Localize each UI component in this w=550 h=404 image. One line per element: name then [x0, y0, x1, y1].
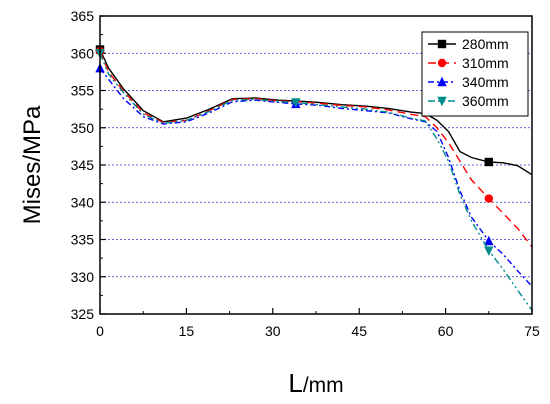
- y-axis-title: Mises/MPa: [19, 105, 46, 224]
- data-point-360mm: [291, 98, 301, 108]
- legend: 280mm 310mm 340mm 360mm: [421, 31, 529, 117]
- legend-marker: [437, 58, 447, 68]
- y-tick-label: 330: [71, 269, 95, 285]
- data-point-310mm: [484, 194, 493, 203]
- plot-frame: [99, 15, 533, 315]
- series-group: [95, 45, 533, 311]
- y-tick-label: 350: [71, 120, 95, 136]
- y-tick-label: 325: [71, 306, 95, 322]
- x-axis-title: L/mm: [288, 368, 343, 398]
- x-tick-label: 15: [179, 323, 195, 339]
- y-tick-label: 345: [71, 157, 95, 173]
- series-line-310mm: [99, 50, 533, 248]
- legend-label: 340mm: [462, 74, 509, 90]
- x-axis-title-unit: /mm: [303, 374, 344, 397]
- data-point-280mm: [484, 157, 493, 167]
- grid-lines: [100, 52, 532, 278]
- data-point-360mm: [484, 246, 494, 256]
- legend-item-340mm: 340mm: [428, 74, 509, 90]
- y-tick-label: 360: [71, 45, 95, 61]
- legend-label: 280mm: [462, 36, 509, 52]
- data-point-340mm: [484, 235, 494, 246]
- y-tick-label: 335: [71, 232, 95, 248]
- x-axis-ticks: 0 15 30 45 60 75: [96, 308, 540, 339]
- y-tick-label: 340: [71, 194, 95, 210]
- x-tick-label: 75: [524, 323, 540, 339]
- legend-marker: [437, 96, 447, 107]
- legend-marker: [437, 39, 447, 49]
- y-tick-label: 365: [71, 8, 95, 24]
- legend-label: 310mm: [462, 55, 509, 71]
- x-axis-title-main: L: [288, 368, 302, 398]
- x-tick-label: 45: [351, 323, 367, 339]
- y-axis-ticks: 325 330 335 340 345 350 355 360 365: [71, 8, 106, 322]
- legend-marker: [437, 76, 447, 87]
- y-tick-label: 355: [71, 83, 95, 99]
- x-tick-label: 30: [265, 323, 281, 339]
- series-line-360mm: [99, 53, 533, 311]
- series-line-340mm: [99, 67, 533, 287]
- x-tick-label: 60: [438, 323, 454, 339]
- legend-item-310mm: 310mm: [428, 55, 509, 71]
- legend-label: 360mm: [462, 93, 509, 109]
- legend-item-360mm: 360mm: [428, 93, 509, 109]
- legend-item-280mm: 280mm: [428, 36, 509, 52]
- x-tick-label: 0: [96, 323, 104, 339]
